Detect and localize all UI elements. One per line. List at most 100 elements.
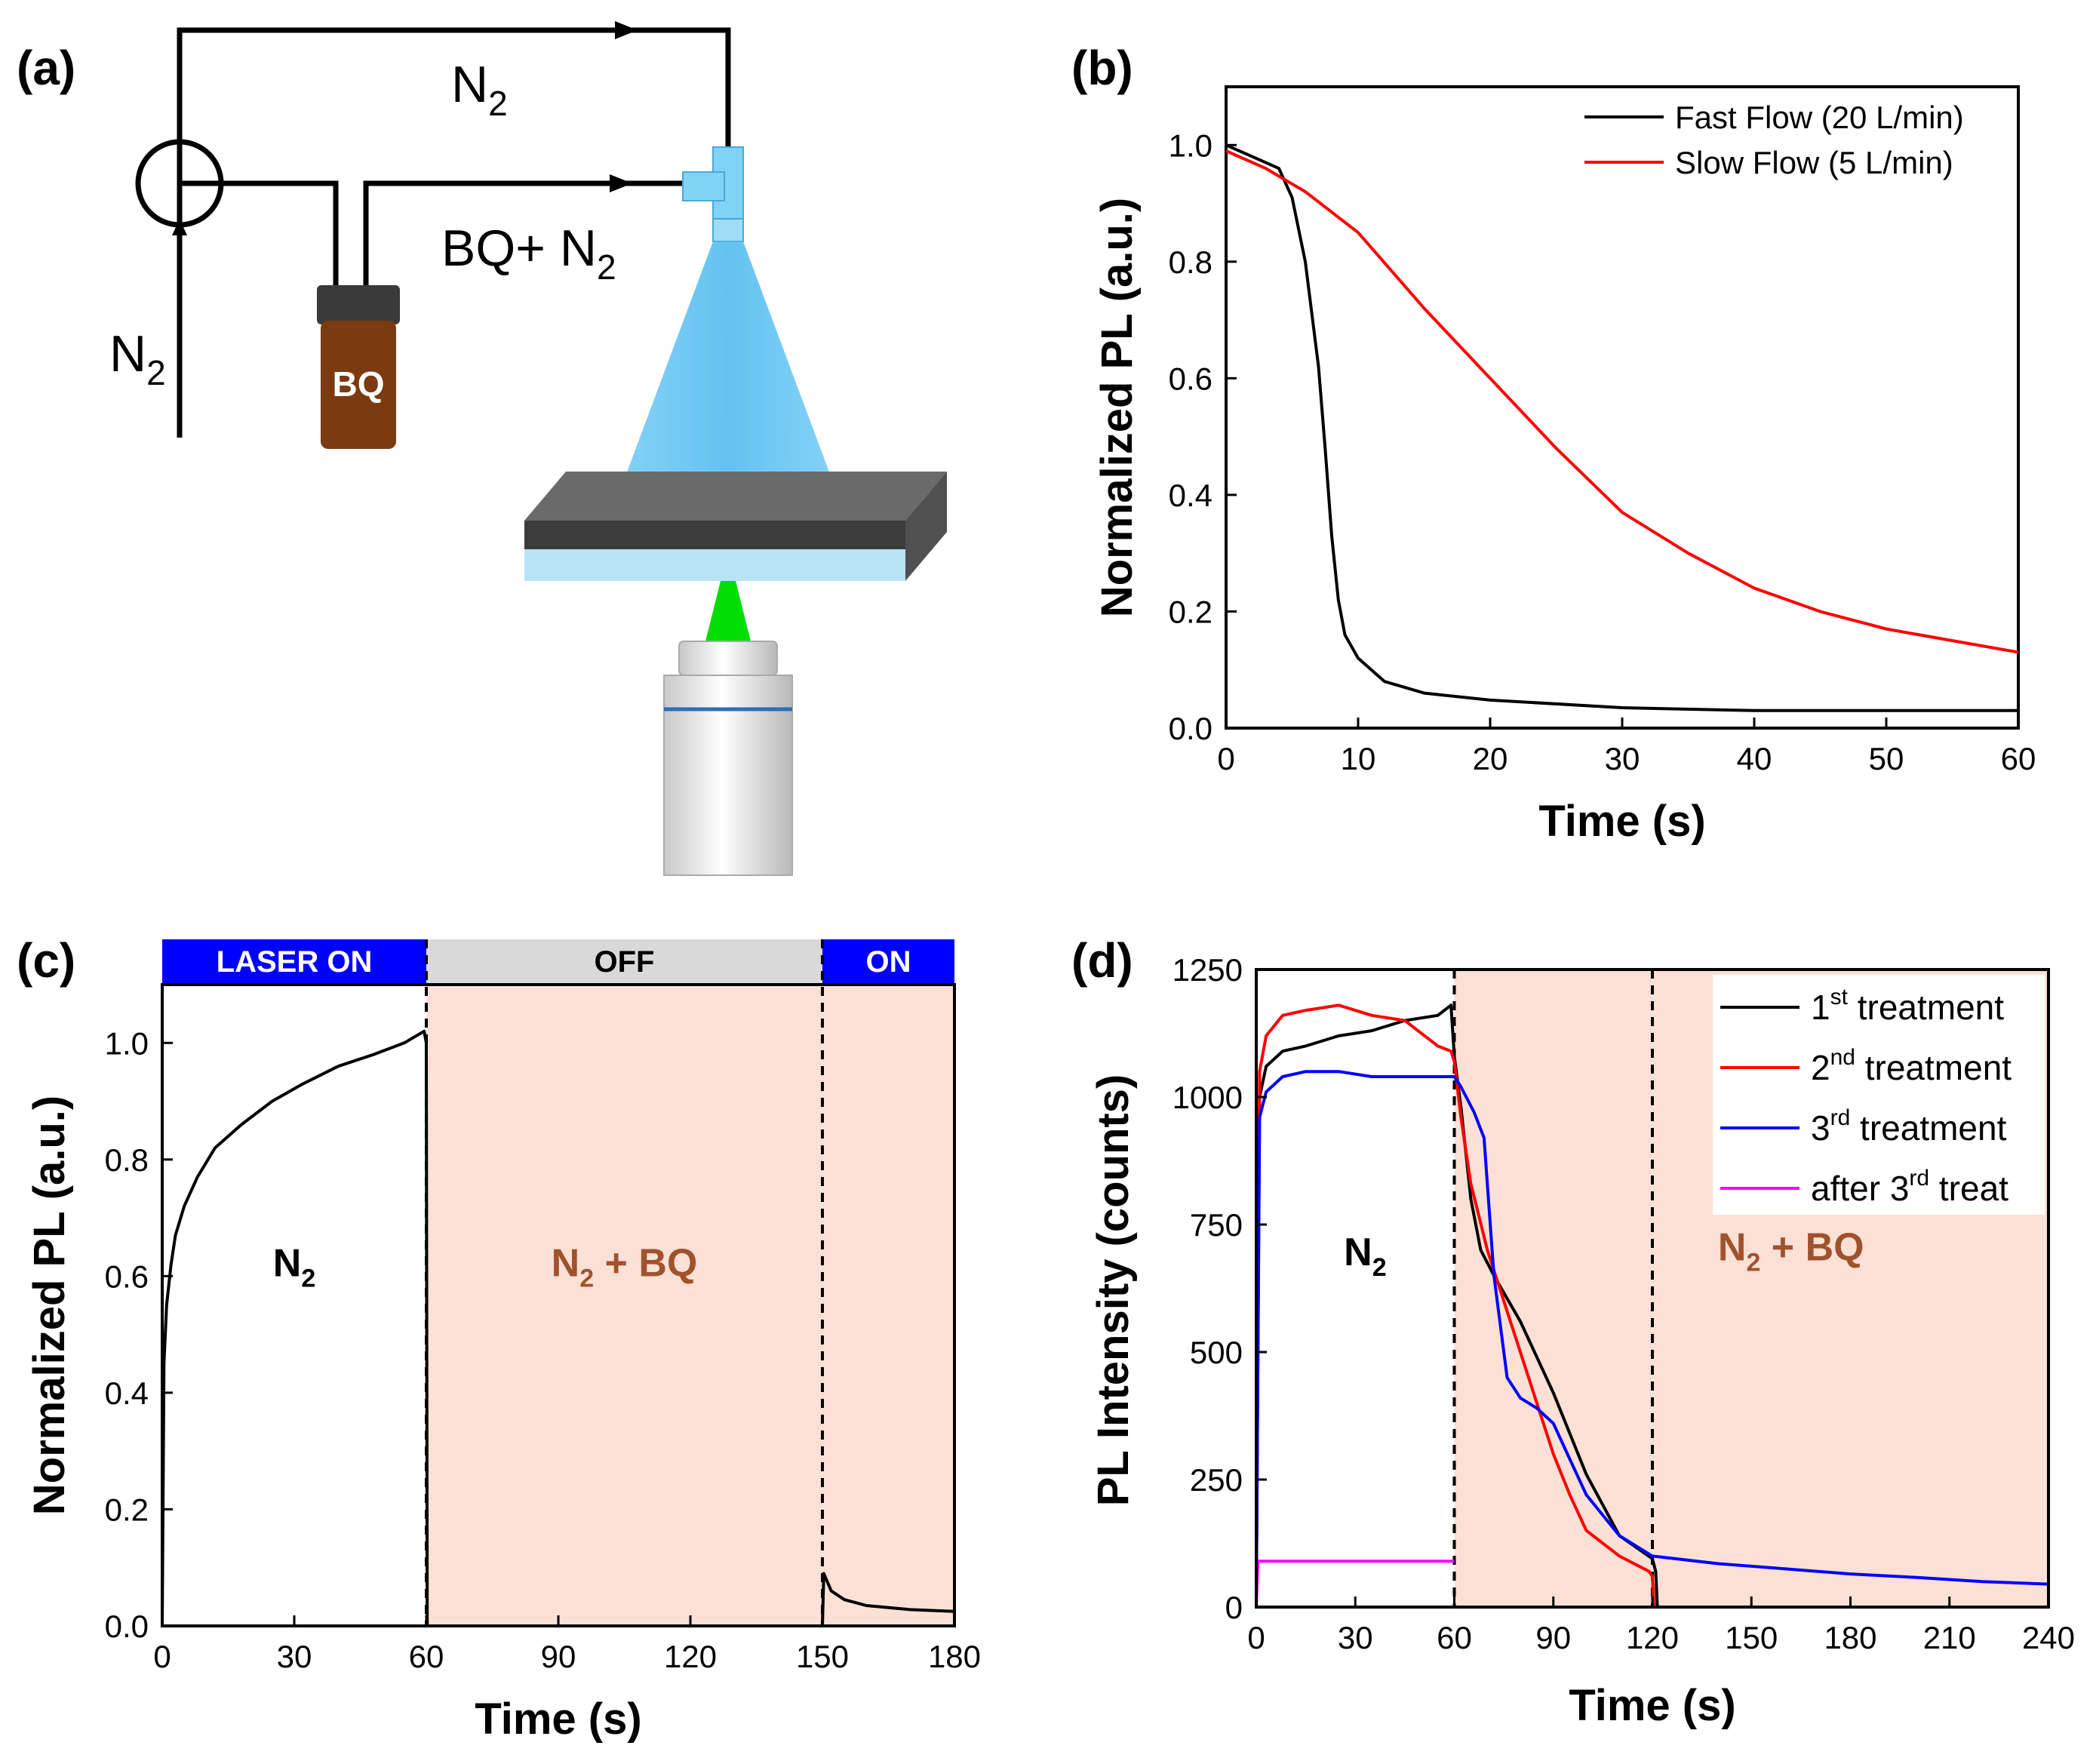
sample-side	[905, 472, 947, 581]
panel-d-label: (d)	[1071, 933, 1133, 988]
panel-b-ytick-label: 1.0	[1169, 128, 1212, 163]
panel-d-ytick-label: 0	[1225, 1590, 1243, 1625]
panel-c-ylabel: Normalized PL (a.u.)	[25, 1096, 74, 1515]
panel-c-annotation: N2 + BQ	[552, 1241, 698, 1292]
bubbler-out-line	[363, 180, 683, 290]
panel-d-annotation: N2 + BQ	[1718, 1225, 1864, 1277]
panel-d-legend-entry: 1st treatment	[1811, 985, 2004, 1027]
panel-c-chart: (c) LASER ON OFF ON 0 30 60 90 120 150 180 0.0 0.2…	[17, 933, 981, 1744]
panel-c-xtick-label: 30	[277, 1639, 312, 1674]
objective-top	[678, 641, 778, 676]
panel-d-series-2	[1255, 1003, 2048, 1609]
panel-d-xtick-label: 210	[1923, 1620, 1976, 1655]
panel-b-xtick-label: 20	[1473, 741, 1508, 776]
panel-d-legend-entry: 3rd treatment	[1811, 1105, 2007, 1148]
panel-c-xtick-label: 180	[928, 1639, 981, 1674]
panel-b-ytick-label: 0.0	[1169, 711, 1212, 746]
panel-b-ytick-label: 0.6	[1169, 361, 1212, 396]
panel-b-plot-area	[1225, 85, 2020, 730]
laser-banner-label: ON	[866, 945, 911, 979]
nozzle-inlet	[682, 171, 725, 201]
laser-banner-segment	[426, 939, 822, 983]
panel-c-xtick-label: 60	[409, 1639, 444, 1674]
bq-bottle	[321, 321, 396, 449]
panel-b-xtick-label: 10	[1341, 741, 1376, 776]
panel-d-xlabel: Time (s)	[1569, 1681, 1735, 1730]
panel-b-xtick-label: 60	[2001, 741, 2036, 776]
panel-d-ytick-label: 1250	[1173, 952, 1243, 988]
nozzle-tip	[712, 218, 744, 242]
panel-b-series-2	[1225, 149, 2019, 654]
panel-d-xtick-label: 120	[1626, 1620, 1679, 1655]
laser-banner-segment	[822, 939, 954, 983]
panel-c-ytick-label: 0.6	[105, 1258, 149, 1294]
panel-d-xtick-label: 180	[1824, 1620, 1876, 1655]
n2-top-arrow	[615, 21, 638, 39]
panel-b-xtick-label: 0	[1217, 741, 1234, 776]
panel-c-ytick-label: 1.0	[105, 1025, 149, 1061]
spray-cone	[619, 241, 838, 494]
panel-c-xtick-label: 150	[796, 1639, 849, 1674]
panel-d-xtick-label: 90	[1535, 1620, 1571, 1655]
bq-arrow	[610, 174, 632, 192]
panel-d-xtick-label: 150	[1725, 1620, 1778, 1655]
panel-d-xtick-label: 240	[2022, 1620, 2075, 1655]
panel-c-annotation: N2	[273, 1241, 315, 1292]
glass-substrate	[524, 549, 905, 581]
panel-d-ytick-label: 1000	[1173, 1080, 1243, 1115]
panel-d-ytick-label: 750	[1190, 1207, 1243, 1243]
panel-c-series-1	[161, 1029, 955, 1627]
n2-left-text: N2	[109, 325, 166, 392]
panel-c-ytick-label: 0.2	[105, 1492, 149, 1527]
bubbler-in-line	[180, 180, 339, 290]
panel-d-legend-box	[1713, 975, 2045, 1215]
inlet-arrow	[172, 219, 187, 235]
panel-b-ytick-label: 0.4	[1169, 478, 1212, 513]
panel-c-label: (c)	[17, 933, 75, 988]
panel-b-ylabel: Normalized PL (a.u.)	[1093, 198, 1142, 617]
panel-d-xtick-label: 0	[1247, 1620, 1265, 1655]
panel-d-ylabel: PL Intensity (counts)	[1089, 1074, 1138, 1507]
panel-c-xlabel: Time (s)	[475, 1695, 641, 1744]
panel-b-xtick-label: 50	[1869, 741, 1904, 776]
panel-b-chart: (b) 0 10 20 30 40 50 60 0.0 0.2 0.4 0.6 0.8 1.0 Time…	[1071, 41, 2036, 846]
bq-n2-text: BQ+ N2	[441, 220, 616, 287]
panel-d-xtick-label: 60	[1437, 1620, 1472, 1655]
sample-film	[524, 521, 905, 549]
legend-fast-flow: Fast Flow (20 L/min)	[1675, 100, 1964, 135]
panel-c-ytick-label: 0.8	[105, 1142, 149, 1178]
sample-top	[524, 472, 947, 521]
panel-c-bq-region	[426, 985, 954, 1626]
panel-b-ytick-label: 0.8	[1169, 244, 1212, 280]
panel-b-label: (b)	[1071, 41, 1133, 95]
panel-b-series-1	[1225, 143, 2018, 712]
panel-d-chart: (d) 0 30 60 90 120 150 180 210 240 0 250 500 750 1000…	[1071, 933, 2075, 1730]
panel-a-label: (a)	[17, 41, 75, 95]
n2-top-text: N2	[451, 56, 508, 123]
laser-banner-label: LASER ON	[217, 945, 373, 979]
bottle-cap	[317, 285, 400, 324]
panel-b-xtick-label: 30	[1605, 741, 1640, 776]
panel-c-ytick-label: 0.0	[105, 1609, 149, 1644]
panel-b-xlabel: Time (s)	[1538, 797, 1705, 846]
panel-a-schematic: (a) N2 N2 BQ+ N2 BQ	[17, 21, 947, 876]
panel-c-ytick-label: 0.4	[105, 1375, 149, 1411]
objective-body	[663, 675, 793, 876]
panel-c-xtick-label: 0	[153, 1639, 171, 1674]
laser-banner-label: OFF	[595, 945, 655, 979]
panel-d-legend-entry: 2nd treatment	[1811, 1045, 2012, 1087]
panel-d-series-3	[1255, 1070, 2049, 1608]
panel-b-ytick-label: 0.2	[1169, 594, 1212, 629]
laser-beam	[705, 581, 751, 641]
panel-d-annotation: N2	[1344, 1231, 1386, 1282]
laser-banner-segment	[162, 939, 426, 983]
panel-d-xtick-label: 30	[1338, 1620, 1373, 1655]
legend-slow-flow: Slow Flow (5 L/min)	[1675, 145, 1953, 180]
bottle-label: BQ	[333, 364, 385, 404]
panel-c-xtick-label: 120	[664, 1639, 717, 1674]
panel-b-xtick-label: 40	[1737, 741, 1772, 776]
panel-d-legend-entry: after 3rd treat	[1811, 1166, 2008, 1208]
panel-d-ytick-label: 250	[1190, 1462, 1243, 1498]
panel-c-xtick-label: 90	[541, 1639, 576, 1674]
